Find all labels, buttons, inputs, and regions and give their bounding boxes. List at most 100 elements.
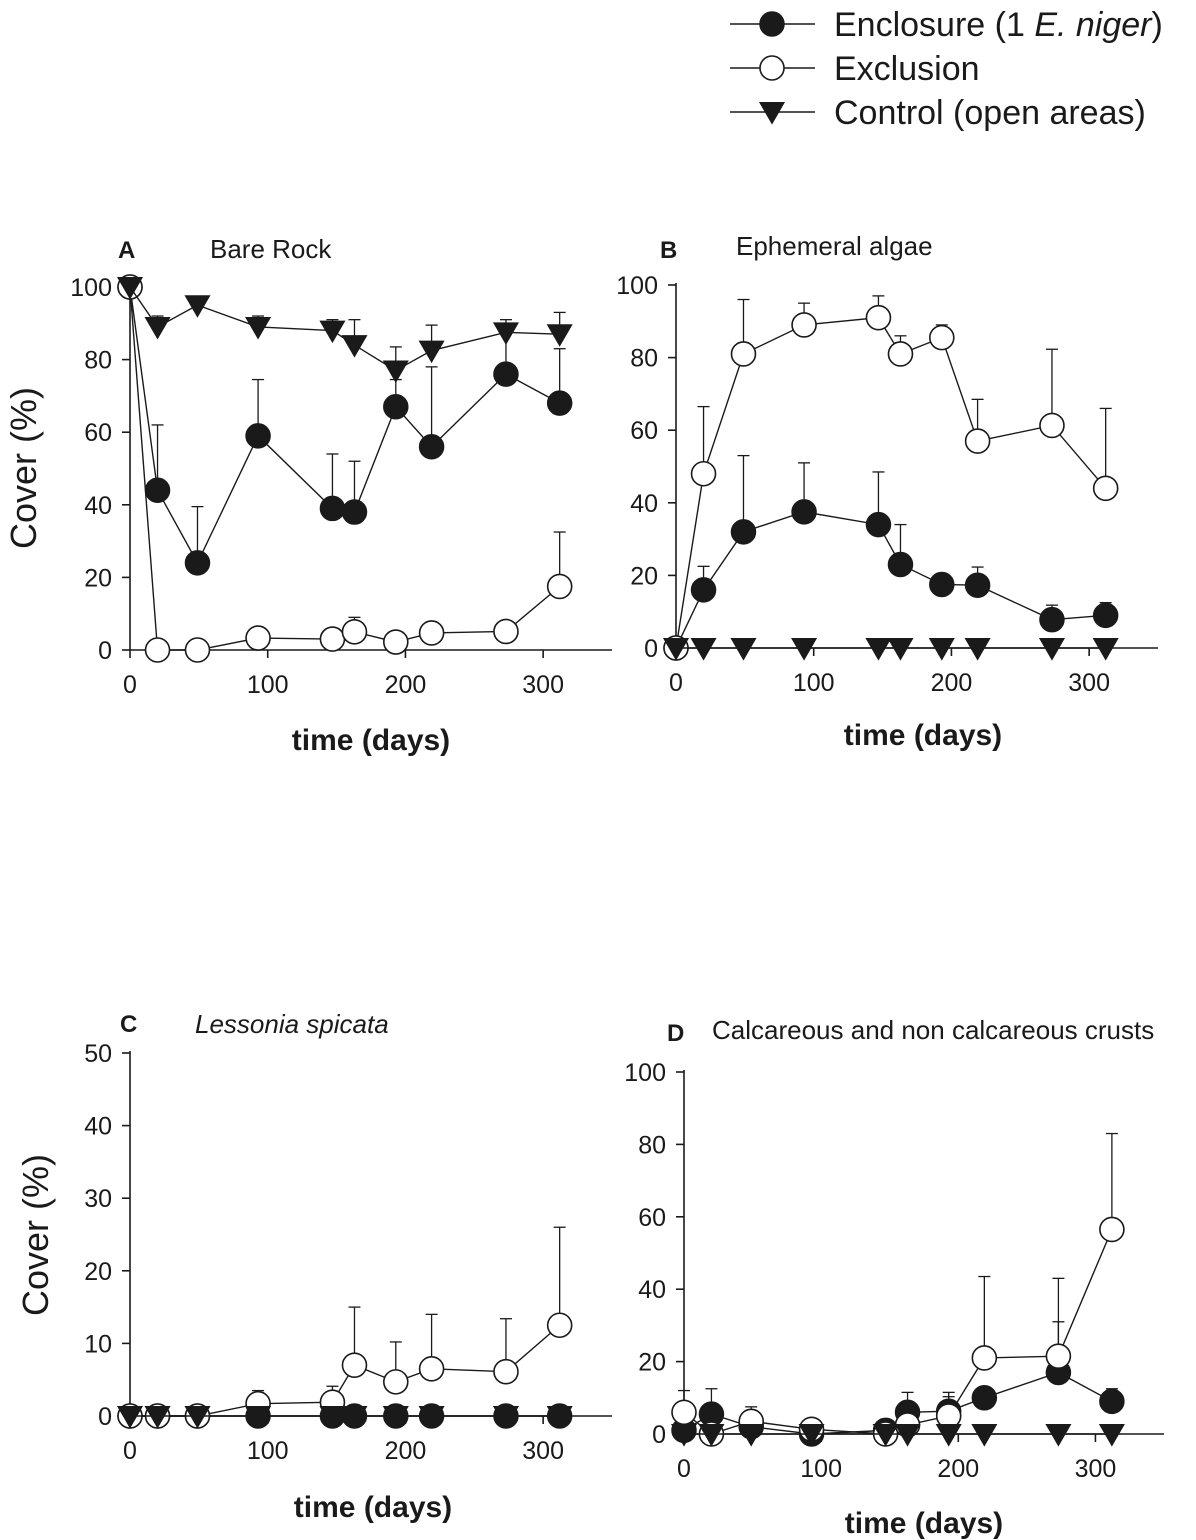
- panel-letter: C: [120, 1011, 137, 1038]
- data-point: [492, 322, 519, 345]
- data-point: [546, 324, 573, 347]
- data-point: [493, 361, 519, 387]
- y-tick-label: 0: [652, 1421, 666, 1449]
- data-point: [319, 626, 346, 652]
- data-point: [964, 428, 991, 454]
- data-point: [319, 495, 346, 522]
- data-point: [341, 1352, 368, 1378]
- data-point: [493, 1358, 519, 1385]
- series-open-circle: [117, 1226, 573, 1429]
- x-tick-label: 200: [385, 671, 427, 699]
- x-tick-label: 100: [247, 671, 289, 699]
- data-point: [690, 460, 717, 487]
- panel-title: Bare Rock: [210, 234, 332, 264]
- data-point: [928, 324, 955, 351]
- data-point: [383, 394, 409, 420]
- data-point: [690, 638, 717, 661]
- data-point: [791, 638, 818, 661]
- data-point: [116, 1406, 144, 1429]
- x-tick-label: 0: [123, 1437, 137, 1465]
- data-point: [798, 1424, 825, 1447]
- x-axis-label: time (days): [844, 719, 1002, 752]
- data-point: [418, 1356, 445, 1382]
- data-point: [319, 1406, 346, 1429]
- panel-letter: D: [667, 1020, 684, 1047]
- legend-marker-open-circle: [759, 55, 785, 81]
- x-tick-label: 0: [669, 669, 683, 697]
- y-tick-label: 100: [616, 272, 658, 300]
- series-filled-circle: [117, 274, 573, 576]
- x-axis-label: time (days): [294, 1491, 452, 1524]
- x-tick-label: 300: [522, 671, 564, 699]
- data-point: [865, 511, 892, 538]
- data-point: [418, 1406, 445, 1429]
- data-point: [1039, 606, 1065, 633]
- data-point: [144, 637, 171, 663]
- data-point: [670, 1424, 698, 1447]
- data-point: [546, 390, 573, 416]
- legend-entry-exclusion: Exclusion: [730, 50, 980, 88]
- data-point: [418, 433, 445, 460]
- data-point: [341, 1406, 368, 1429]
- data-point: [341, 619, 368, 645]
- legend-label-italic: E. niger: [1034, 6, 1153, 44]
- axes: 0 20 40 60 80 100 0 100 200 300: [70, 274, 612, 699]
- y-tick-label: 40: [84, 492, 112, 520]
- legend-entry-enclosure: Enclosure (1 E. niger): [730, 6, 1163, 44]
- data-point: [341, 499, 368, 525]
- x-axis-label: time (days): [292, 724, 450, 757]
- y-tick-label: 10: [84, 1330, 112, 1358]
- data-point: [872, 1424, 899, 1447]
- y-axis-label: Cover (%): [15, 1154, 56, 1316]
- data-point: [245, 423, 271, 449]
- data-point: [929, 571, 955, 598]
- series-filled-down-triangle: [670, 1424, 1125, 1447]
- legend-label-text: Exclusion: [834, 50, 980, 88]
- x-tick-label: 100: [793, 669, 835, 697]
- data-point: [887, 341, 914, 367]
- y-tick-label: 0: [98, 637, 112, 665]
- data-point: [662, 638, 690, 661]
- data-point: [245, 1406, 272, 1429]
- data-point: [887, 638, 914, 661]
- panel-letter: A: [118, 237, 135, 264]
- data-point: [1092, 475, 1119, 502]
- data-point: [319, 320, 346, 344]
- data-point: [546, 1312, 573, 1339]
- x-axis-label: time (days): [845, 1507, 1003, 1540]
- panel-a: 0 20 40 60 80 100 0 100 200 300 A Bare Rock time (da…: [3, 234, 612, 757]
- data-point: [184, 637, 211, 663]
- data-point: [1092, 638, 1119, 661]
- panel-title: Calcareous and non calcareous crusts: [712, 1015, 1154, 1045]
- data-point: [116, 277, 144, 300]
- series-open-circle: [117, 274, 573, 663]
- legend-marker-filled-down-triangle: [758, 102, 786, 125]
- data-point: [971, 1345, 998, 1371]
- y-tick-label: 80: [638, 1131, 666, 1159]
- data-point: [865, 638, 892, 661]
- y-tick-label: 100: [70, 274, 112, 302]
- data-point: [935, 1424, 962, 1447]
- panel-title: Ephemeral algae: [736, 231, 933, 261]
- data-point: [382, 360, 409, 384]
- series-open-circle: [671, 1132, 1125, 1447]
- data-point: [1098, 1424, 1125, 1447]
- y-tick-label: 30: [84, 1185, 112, 1213]
- data-point: [184, 550, 211, 576]
- x-tick-label: 0: [123, 671, 137, 699]
- x-tick-label: 100: [247, 1437, 289, 1465]
- data-point: [418, 340, 445, 364]
- x-tick-label: 300: [1068, 669, 1110, 697]
- y-tick-label: 20: [84, 1258, 112, 1286]
- data-point: [1045, 1424, 1072, 1447]
- series-filled-down-triangle: [662, 638, 1119, 661]
- panel-d: 0 20 40 60 80 100 0 100 200 300 D Calcareous and no…: [624, 1015, 1164, 1540]
- series-line: [675, 511, 1106, 649]
- y-tick-label: 80: [630, 345, 658, 373]
- data-point: [894, 1424, 921, 1447]
- data-point: [493, 618, 519, 645]
- data-point: [1092, 602, 1119, 629]
- data-point: [865, 304, 892, 331]
- data-point: [144, 316, 171, 340]
